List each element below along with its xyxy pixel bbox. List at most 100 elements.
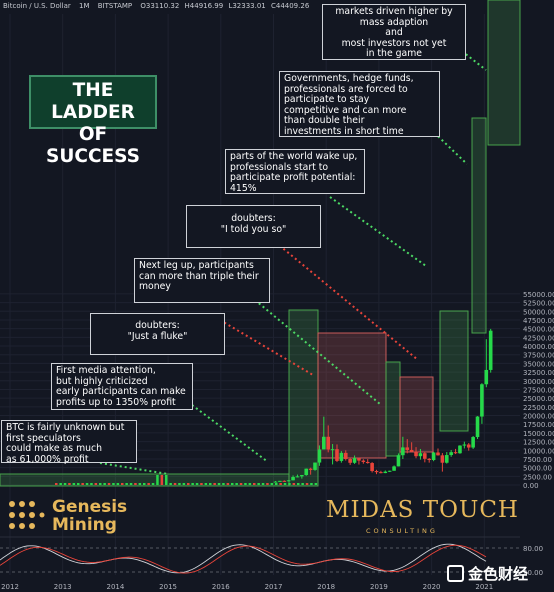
annotation-first-media: First media attention, but highly critic…	[51, 363, 193, 410]
ladder-zone-2	[288, 309, 319, 487]
price-axis-label: 47500.00	[523, 317, 554, 325]
candle-body	[374, 471, 379, 473]
ladder-title-line2: OF SUCCESS	[46, 124, 140, 167]
early-candle	[275, 483, 278, 485]
early-candle	[107, 483, 111, 485]
price-axis-label: 27500.00	[523, 386, 554, 394]
early-candle	[116, 483, 120, 485]
annotation-world-wakes-up: parts of the world wake up, professional…	[225, 149, 365, 194]
price-axis-label: 52500.00	[523, 300, 554, 308]
early-candle	[63, 483, 67, 485]
candle-body	[365, 461, 370, 464]
early-candle	[72, 483, 76, 485]
early-candle	[125, 483, 128, 485]
annotation-fairly-unknown: BTC is fairly unknown but first speculat…	[1, 420, 137, 464]
candle-body	[414, 451, 418, 457]
early-candle	[81, 483, 84, 485]
early-candle	[270, 483, 274, 485]
ladder-zone-4	[385, 361, 401, 457]
early-candle	[134, 483, 137, 485]
early-candle	[213, 483, 216, 485]
candle-body	[308, 468, 313, 470]
ladder-zone-7	[471, 117, 487, 334]
candle-body	[471, 437, 475, 448]
candle-body	[423, 453, 427, 459]
candle-body	[466, 444, 471, 448]
early-candle	[235, 483, 238, 485]
early-candle	[156, 475, 159, 485]
annotation-governments: Governments, hedge funds, professionals …	[279, 71, 440, 137]
early-candle	[151, 483, 155, 485]
price-axis-label: 15000.00	[523, 430, 554, 438]
candle-body	[405, 447, 410, 450]
candle-body	[352, 458, 357, 463]
early-candle	[222, 483, 225, 485]
price-axis-label: 30000.00	[523, 378, 554, 386]
genesis-dots-icon	[9, 501, 45, 529]
time-axis-label: 2020	[423, 583, 441, 591]
price-axis-label: 5000.00	[523, 465, 552, 473]
early-candle	[99, 483, 102, 485]
early-candle	[160, 475, 164, 485]
early-candle	[121, 483, 124, 485]
early-candle	[147, 483, 150, 485]
genesis-mining-text: Genesis Mining	[52, 497, 128, 535]
candle-body	[484, 369, 489, 385]
price-axis-label: 32500.00	[523, 369, 554, 377]
candle-body	[322, 436, 326, 450]
candle-body	[278, 480, 282, 482]
ohlc-low: L32333.01	[228, 2, 266, 10]
early-candle	[244, 483, 247, 485]
annotation-arrow-7	[179, 395, 269, 463]
candle-body	[396, 455, 401, 467]
price-axis-label: 50000.00	[523, 308, 554, 316]
early-candle	[231, 483, 234, 485]
early-candle	[138, 483, 142, 485]
early-candle	[261, 483, 265, 485]
early-candle	[169, 483, 172, 485]
candle-body	[282, 480, 287, 482]
time-axis: 2012 2013 2014 2015 2016 2017 2018 2019 2020 2021	[1, 583, 493, 591]
candles	[273, 328, 493, 483]
candle-body	[431, 452, 436, 461]
early-candle	[178, 483, 181, 485]
price-axis-label: 0.00	[523, 482, 539, 490]
candle-body	[291, 477, 295, 481]
time-axis-label: 2013	[54, 583, 72, 591]
early-candle	[191, 483, 194, 485]
time-axis-label: 2014	[106, 583, 124, 591]
early-candle	[112, 483, 115, 485]
candle-body	[273, 481, 278, 483]
early-candle	[77, 483, 80, 485]
early-candle	[173, 483, 177, 485]
candle-body	[286, 480, 291, 482]
price-axis-label: 17500.00	[523, 421, 554, 429]
early-candle	[187, 483, 190, 485]
candle-body	[449, 452, 453, 456]
price-axis-label: 40000.00	[523, 343, 554, 351]
candle-body	[480, 384, 484, 417]
candle-body	[392, 466, 396, 471]
early-candle	[288, 483, 291, 485]
early-candle	[226, 483, 230, 485]
price-axis: 0.002500.005000.007500.0010000.0012500.0…	[523, 291, 554, 490]
symbol-header: Bitcoin / U.S. Dollar 1M BITSTAMP O33110…	[3, 2, 315, 10]
candle-body	[418, 453, 423, 457]
price-axis-label: 12500.00	[523, 439, 554, 447]
candle-body	[348, 459, 352, 463]
early-candles	[55, 475, 318, 485]
exchange-label: BITSTAMP	[97, 2, 133, 10]
candle-body	[387, 470, 392, 472]
oscillator-panel: 80.00 20.00	[0, 536, 543, 577]
annotation-just-a-fluke: doubters: "Just a fluke"	[90, 313, 225, 355]
time-axis-label: 2012	[1, 583, 19, 591]
early-candle	[200, 483, 203, 485]
early-candle	[204, 483, 208, 485]
early-candle	[248, 483, 252, 485]
early-candle	[85, 483, 89, 485]
oscillator-axis-label: 80.00	[523, 545, 543, 553]
ladder-title-box: THE LADDER OF SUCCESS	[29, 75, 157, 167]
candle-body	[488, 330, 493, 370]
price-axis-label: 42500.00	[523, 334, 554, 342]
early-candle	[314, 483, 318, 485]
